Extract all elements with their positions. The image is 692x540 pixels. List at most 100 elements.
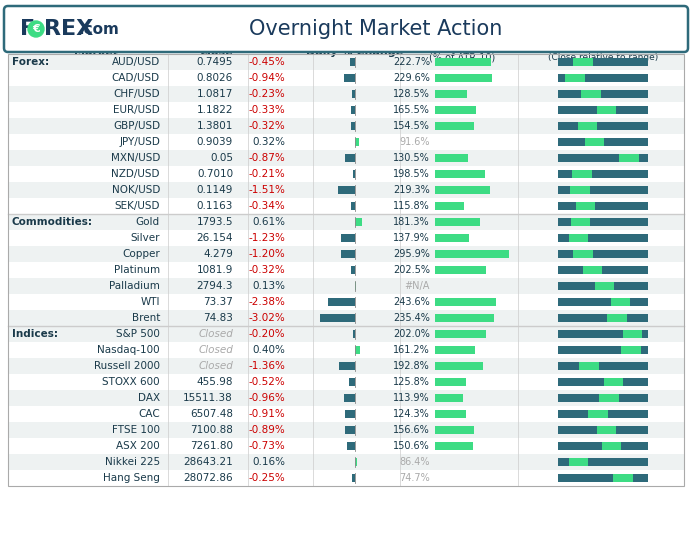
Text: REX: REX — [44, 19, 93, 39]
Text: Close: Close — [199, 47, 233, 57]
Text: GBP/USD: GBP/USD — [113, 121, 160, 131]
Bar — [435, 122, 473, 130]
Bar — [574, 58, 593, 66]
Text: 2794.3: 2794.3 — [197, 281, 233, 291]
Text: 156.6%: 156.6% — [393, 425, 430, 435]
Bar — [8, 54, 684, 486]
Bar — [558, 58, 648, 66]
Bar — [558, 314, 648, 322]
Text: Market: Market — [74, 47, 118, 57]
Text: 150.6%: 150.6% — [393, 441, 430, 451]
Bar — [558, 362, 648, 370]
Text: 192.8%: 192.8% — [393, 361, 430, 371]
Bar — [8, 166, 684, 182]
Text: 229.6%: 229.6% — [393, 73, 430, 83]
Text: 28643.21: 28643.21 — [183, 457, 233, 467]
Text: 161.2%: 161.2% — [393, 345, 430, 355]
Bar — [8, 134, 684, 150]
Bar — [558, 410, 648, 418]
Text: 4.279: 4.279 — [203, 249, 233, 259]
Bar — [435, 218, 480, 226]
Bar — [558, 330, 648, 338]
Text: CHF/USD: CHF/USD — [113, 89, 160, 99]
Text: 235.4%: 235.4% — [393, 313, 430, 323]
Text: -1.36%: -1.36% — [248, 361, 285, 371]
Text: Overnight Market Action: Overnight Market Action — [249, 19, 502, 39]
Bar — [435, 250, 509, 258]
Text: MXN/USD: MXN/USD — [111, 153, 160, 163]
Bar — [558, 266, 648, 274]
Bar — [579, 362, 599, 370]
Bar — [623, 330, 642, 338]
Bar — [352, 474, 355, 482]
Bar — [435, 410, 466, 418]
Bar — [558, 74, 648, 82]
Bar — [599, 394, 619, 402]
Text: 124.3%: 124.3% — [393, 409, 430, 419]
Bar — [558, 458, 648, 466]
Bar — [341, 250, 355, 258]
Text: -0.94%: -0.94% — [248, 73, 285, 83]
Bar — [558, 218, 648, 226]
Bar — [8, 438, 684, 454]
Bar — [352, 122, 355, 130]
Text: 154.5%: 154.5% — [393, 121, 430, 131]
Bar — [571, 218, 590, 226]
Bar — [8, 86, 684, 102]
Bar — [435, 298, 496, 306]
Text: -2.38%: -2.38% — [248, 297, 285, 307]
Bar — [8, 342, 684, 358]
Bar — [355, 282, 356, 290]
Text: 0.32%: 0.32% — [252, 137, 285, 147]
Text: #N/A: #N/A — [405, 281, 430, 291]
Text: 91.6%: 91.6% — [399, 137, 430, 147]
Bar — [558, 426, 648, 434]
Bar — [607, 314, 627, 322]
Text: -0.21%: -0.21% — [248, 169, 285, 179]
Text: AUD/USD: AUD/USD — [111, 57, 160, 67]
Text: 202.0%: 202.0% — [393, 329, 430, 339]
Bar — [601, 442, 621, 450]
Bar — [558, 138, 648, 146]
Bar — [558, 378, 648, 386]
Bar — [8, 310, 684, 326]
Bar — [435, 186, 490, 194]
Bar — [351, 202, 355, 210]
Text: NOK/USD: NOK/USD — [111, 185, 160, 195]
Text: -3.02%: -3.02% — [248, 313, 285, 323]
Bar — [576, 202, 595, 210]
Text: -0.91%: -0.91% — [248, 409, 285, 419]
Bar — [349, 378, 355, 386]
Text: NZD/USD: NZD/USD — [111, 169, 160, 179]
Text: Closed: Closed — [198, 329, 233, 339]
Bar — [8, 70, 684, 86]
Text: 198.5%: 198.5% — [393, 169, 430, 179]
Text: Brent: Brent — [131, 313, 160, 323]
Text: 7261.80: 7261.80 — [190, 441, 233, 451]
Text: WTI: WTI — [140, 297, 160, 307]
Text: 0.16%: 0.16% — [252, 457, 285, 467]
Text: 60-Day Range: 60-Day Range — [560, 43, 646, 53]
Text: 1793.5: 1793.5 — [197, 217, 233, 227]
Bar — [597, 106, 617, 114]
Bar — [569, 234, 588, 242]
Text: Gold: Gold — [136, 217, 160, 227]
Bar — [355, 458, 357, 466]
Text: FTSE 100: FTSE 100 — [112, 425, 160, 435]
Text: -0.73%: -0.73% — [248, 441, 285, 451]
Bar — [558, 186, 648, 194]
Bar — [558, 298, 648, 306]
Text: 28072.86: 28072.86 — [183, 473, 233, 483]
Bar — [594, 282, 614, 290]
Bar — [344, 74, 355, 82]
Text: 26.154: 26.154 — [197, 233, 233, 243]
Bar — [569, 458, 588, 466]
Text: SEK/USD: SEK/USD — [114, 201, 160, 211]
Text: 0.9039: 0.9039 — [197, 137, 233, 147]
Text: -0.25%: -0.25% — [248, 473, 285, 483]
Text: CAD/USD: CAD/USD — [112, 73, 160, 83]
Bar — [435, 346, 475, 354]
Text: -0.23%: -0.23% — [248, 89, 285, 99]
Text: Copper: Copper — [122, 249, 160, 259]
Bar — [435, 58, 491, 66]
